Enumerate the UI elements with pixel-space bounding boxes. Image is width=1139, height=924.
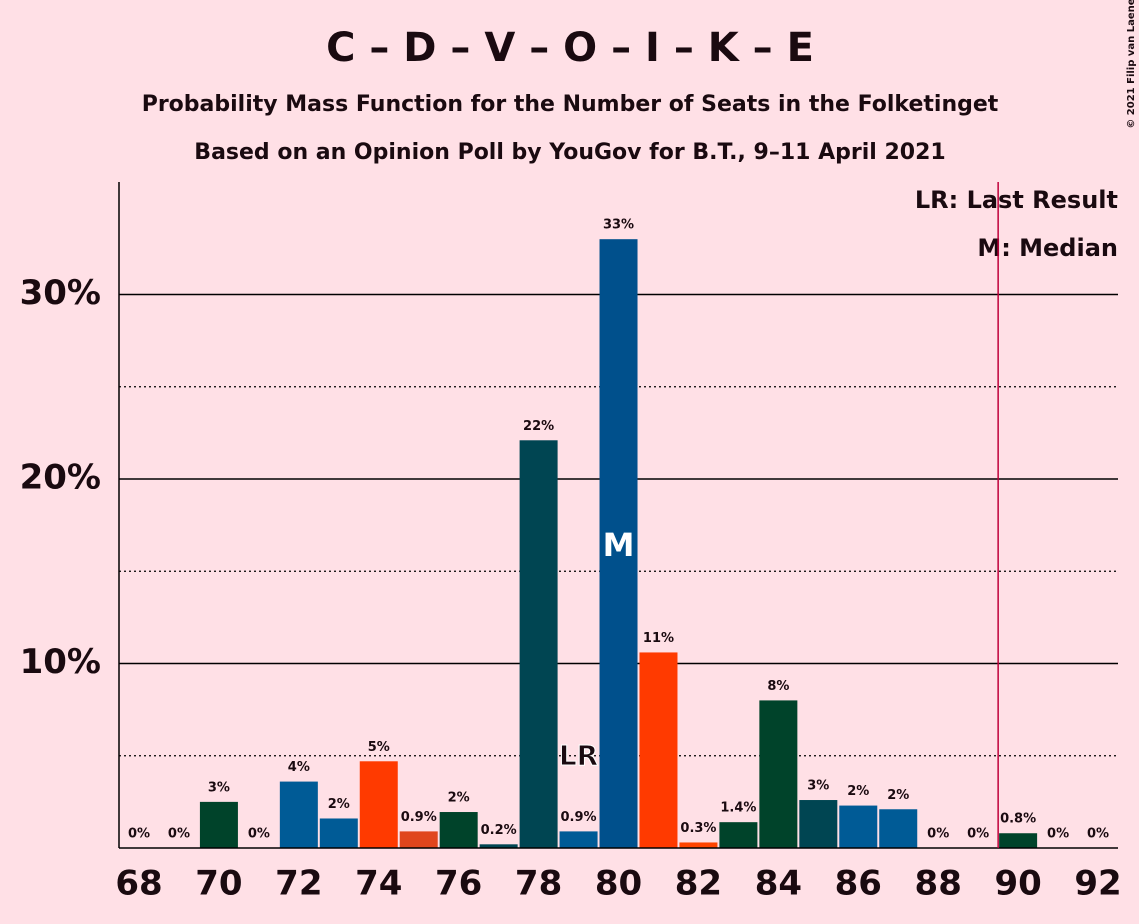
chart-title: C – D – V – O – I – K – E — [326, 25, 814, 71]
legend-entry: LR: Last Result — [915, 186, 1118, 214]
bar — [279, 781, 318, 848]
x-tick-label: 78 — [515, 864, 562, 904]
median-marker: M — [603, 526, 635, 564]
bar — [599, 239, 638, 848]
data-label: 0% — [248, 827, 270, 842]
bar — [719, 822, 758, 848]
data-label: 22% — [523, 419, 554, 434]
data-label: 0% — [967, 827, 989, 842]
x-tick-label: 76 — [435, 864, 482, 904]
data-label: 0.8% — [1000, 812, 1036, 827]
bar — [319, 818, 358, 848]
data-label: 2% — [847, 784, 869, 799]
data-label: 0% — [168, 827, 190, 842]
x-tick-label: 74 — [355, 864, 402, 904]
bar — [879, 809, 918, 848]
data-label: 3% — [807, 779, 829, 794]
x-tick-label: 80 — [595, 864, 642, 904]
chart-subtitle: Probability Mass Function for the Number… — [142, 92, 999, 117]
data-label: 11% — [643, 631, 674, 646]
bar — [679, 842, 718, 848]
bar — [799, 800, 838, 848]
bar — [359, 761, 398, 848]
bar — [399, 831, 438, 848]
copyright: © 2021 Filip van Laenen — [1126, 0, 1137, 129]
y-tick-label: 20% — [20, 458, 101, 498]
data-label: 2% — [328, 797, 350, 812]
x-tick-label: 72 — [275, 864, 322, 904]
chart-subtitle: Based on an Opinion Poll by YouGov for B… — [194, 140, 945, 165]
last-result-marker: LR — [559, 739, 598, 772]
x-tick-label: 86 — [835, 864, 882, 904]
bar — [999, 833, 1038, 848]
legend-entry: M: Median — [977, 234, 1118, 262]
data-label: 2% — [448, 791, 470, 806]
x-tick-label: 84 — [755, 864, 802, 904]
data-label: 3% — [208, 780, 230, 795]
data-label: 1.4% — [720, 801, 756, 816]
x-tick-label: 68 — [115, 864, 162, 904]
x-tick-label: 82 — [675, 864, 722, 904]
data-label: 0.9% — [561, 810, 597, 825]
data-label: 0% — [1047, 827, 1069, 842]
x-tick-label: 88 — [915, 864, 962, 904]
x-tick-label: 70 — [195, 864, 242, 904]
bar — [439, 812, 478, 848]
bar — [519, 440, 558, 848]
data-label: 33% — [603, 218, 634, 233]
data-label: 0.3% — [680, 821, 716, 836]
data-label: 2% — [887, 788, 909, 803]
bar — [199, 801, 238, 848]
data-label: 4% — [288, 760, 310, 775]
data-label: 5% — [368, 740, 390, 755]
data-label: 0.9% — [401, 810, 437, 825]
y-tick-label: 30% — [20, 273, 101, 313]
x-tick-label: 90 — [994, 864, 1041, 904]
bar — [559, 831, 598, 848]
bar — [759, 700, 798, 848]
bar — [639, 652, 678, 848]
bar — [479, 844, 518, 848]
y-tick-label: 10% — [20, 642, 101, 682]
data-label: 0% — [128, 827, 150, 842]
data-label: 0% — [1087, 827, 1109, 842]
data-label: 0.2% — [481, 823, 517, 838]
x-tick-label: 92 — [1074, 864, 1121, 904]
data-label: 8% — [767, 679, 789, 694]
data-label: 0% — [927, 827, 949, 842]
bar — [839, 805, 878, 848]
